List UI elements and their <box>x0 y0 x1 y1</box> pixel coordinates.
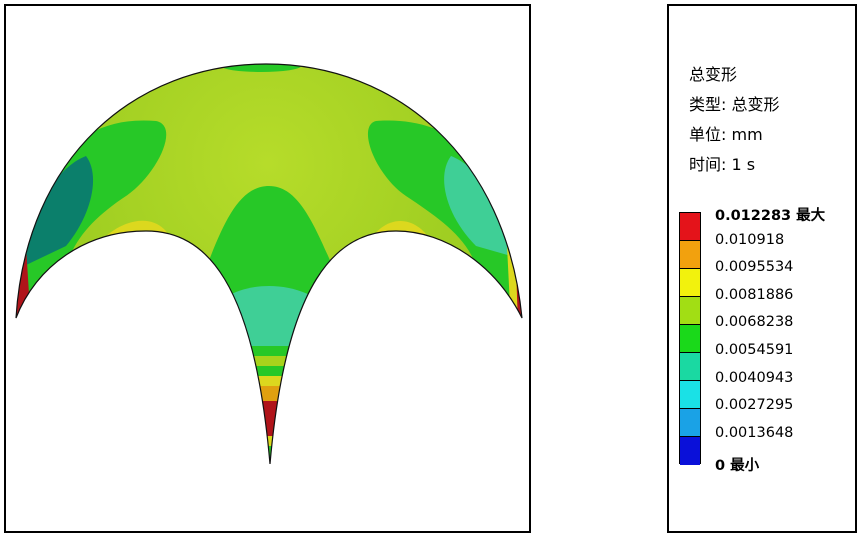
legend-swatch <box>680 241 700 269</box>
legend-swatch <box>680 297 700 325</box>
legend-swatch <box>680 269 700 297</box>
legend-swatch <box>680 353 700 381</box>
legend-value-label: 0.0027295 <box>715 397 794 414</box>
legend-value-label: 0.0068238 <box>715 314 794 331</box>
legend-swatch <box>680 325 700 353</box>
legend-time: 时间: 1 s <box>689 155 756 174</box>
legend-title: 总变形 <box>689 65 738 84</box>
legend-swatch <box>680 381 700 409</box>
legend-value-label: 0.0054591 <box>715 342 794 358</box>
legend-type: 类型: 总变形 <box>689 95 780 114</box>
legend-max-label: 0.012283 最大 <box>715 208 826 224</box>
legend-value-label: 0.0081886 <box>715 286 794 303</box>
deformation-model <box>15 63 523 465</box>
legend-value-label: 0.0040943 <box>715 369 794 386</box>
dome-outline <box>15 63 523 465</box>
legend-swatch <box>680 409 700 437</box>
model-viewport[interactable] <box>4 4 531 533</box>
legend-color-bar <box>679 212 701 465</box>
legend-swatch <box>680 437 700 465</box>
legend-header: 总变形 类型: 总变形 单位: mm 时间: 1 s <box>689 60 779 180</box>
dome-surface <box>16 64 522 464</box>
legend-value-label: 0.010918 <box>715 231 785 248</box>
legend-swatch <box>680 213 700 241</box>
legend-panel: 总变形 类型: 总变形 单位: mm 时间: 1 s 0.012283 最大 0… <box>667 4 857 533</box>
legend-value-label: 0.0095534 <box>715 259 794 276</box>
legend-value-label: 0.0013648 <box>715 424 794 441</box>
legend-min-label: 0 最小 <box>715 458 760 474</box>
legend-unit: 单位: mm <box>689 125 763 144</box>
